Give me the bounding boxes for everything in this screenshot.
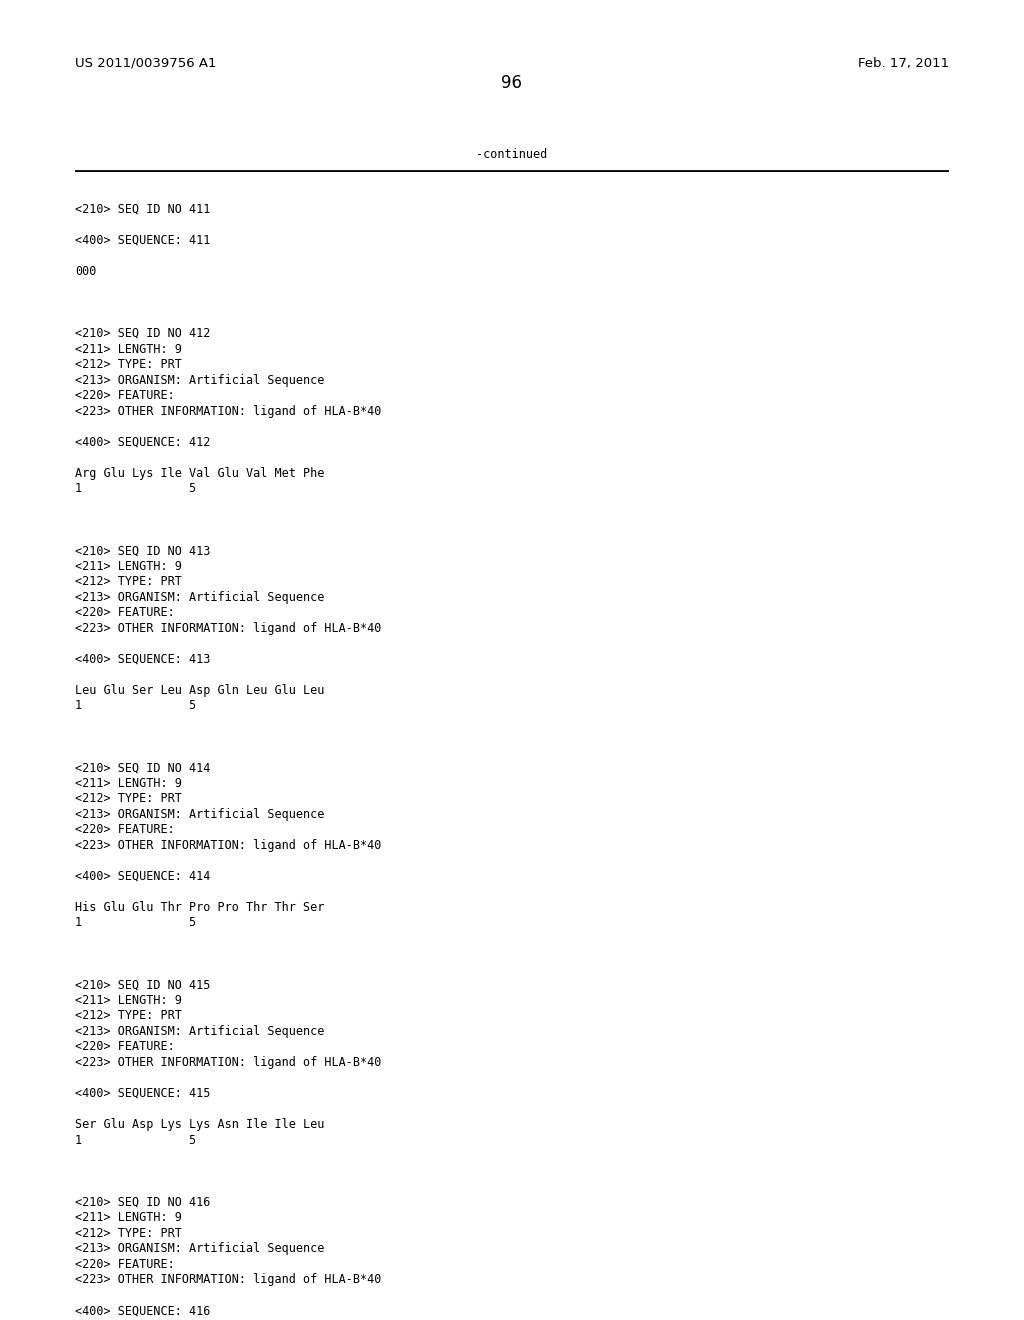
Text: <211> LENGTH: 9: <211> LENGTH: 9 [75,343,181,355]
Text: <220> FEATURE:: <220> FEATURE: [75,1258,174,1271]
Text: <400> SEQUENCE: 415: <400> SEQUENCE: 415 [75,1088,210,1100]
Text: <223> OTHER INFORMATION: ligand of HLA-B*40: <223> OTHER INFORMATION: ligand of HLA-B… [75,622,381,635]
Text: Feb. 17, 2011: Feb. 17, 2011 [858,57,949,70]
Text: <400> SEQUENCE: 414: <400> SEQUENCE: 414 [75,870,210,883]
Text: <400> SEQUENCE: 412: <400> SEQUENCE: 412 [75,436,210,449]
Text: Ser Glu Asp Lys Lys Asn Ile Ile Leu: Ser Glu Asp Lys Lys Asn Ile Ile Leu [75,1118,325,1131]
Text: <211> LENGTH: 9: <211> LENGTH: 9 [75,560,181,573]
Text: Arg Glu Lys Ile Val Glu Val Met Phe: Arg Glu Lys Ile Val Glu Val Met Phe [75,467,325,479]
Text: <210> SEQ ID NO 415: <210> SEQ ID NO 415 [75,978,210,991]
Text: <212> TYPE: PRT: <212> TYPE: PRT [75,358,181,371]
Text: <213> ORGANISM: Artificial Sequence: <213> ORGANISM: Artificial Sequence [75,591,325,603]
Text: <212> TYPE: PRT: <212> TYPE: PRT [75,576,181,589]
Text: <223> OTHER INFORMATION: ligand of HLA-B*40: <223> OTHER INFORMATION: ligand of HLA-B… [75,840,381,851]
Text: 1               5: 1 5 [75,916,196,929]
Text: <212> TYPE: PRT: <212> TYPE: PRT [75,792,181,805]
Text: <213> ORGANISM: Artificial Sequence: <213> ORGANISM: Artificial Sequence [75,1242,325,1255]
Text: <211> LENGTH: 9: <211> LENGTH: 9 [75,1212,181,1224]
Text: <213> ORGANISM: Artificial Sequence: <213> ORGANISM: Artificial Sequence [75,808,325,821]
Text: <400> SEQUENCE: 416: <400> SEQUENCE: 416 [75,1304,210,1317]
Text: 1               5: 1 5 [75,1134,196,1147]
Text: <400> SEQUENCE: 411: <400> SEQUENCE: 411 [75,234,210,247]
Text: -continued: -continued [476,148,548,161]
Text: <210> SEQ ID NO 414: <210> SEQ ID NO 414 [75,762,210,775]
Text: <210> SEQ ID NO 411: <210> SEQ ID NO 411 [75,203,210,216]
Text: <223> OTHER INFORMATION: ligand of HLA-B*40: <223> OTHER INFORMATION: ligand of HLA-B… [75,405,381,417]
Text: His Glu Glu Thr Pro Pro Thr Thr Ser: His Glu Glu Thr Pro Pro Thr Thr Ser [75,902,325,913]
Text: 1               5: 1 5 [75,482,196,495]
Text: <212> TYPE: PRT: <212> TYPE: PRT [75,1010,181,1023]
Text: <220> FEATURE:: <220> FEATURE: [75,1040,174,1053]
Text: <211> LENGTH: 9: <211> LENGTH: 9 [75,994,181,1007]
Text: <220> FEATURE:: <220> FEATURE: [75,389,174,403]
Text: 96: 96 [502,74,522,92]
Text: <213> ORGANISM: Artificial Sequence: <213> ORGANISM: Artificial Sequence [75,374,325,387]
Text: <223> OTHER INFORMATION: ligand of HLA-B*40: <223> OTHER INFORMATION: ligand of HLA-B… [75,1274,381,1286]
Text: 1               5: 1 5 [75,700,196,713]
Text: US 2011/0039756 A1: US 2011/0039756 A1 [75,57,216,70]
Text: <210> SEQ ID NO 412: <210> SEQ ID NO 412 [75,327,210,341]
Text: <211> LENGTH: 9: <211> LENGTH: 9 [75,777,181,789]
Text: <220> FEATURE:: <220> FEATURE: [75,824,174,837]
Text: <213> ORGANISM: Artificial Sequence: <213> ORGANISM: Artificial Sequence [75,1026,325,1038]
Text: <220> FEATURE:: <220> FEATURE: [75,606,174,619]
Text: <400> SEQUENCE: 413: <400> SEQUENCE: 413 [75,653,210,665]
Text: <210> SEQ ID NO 413: <210> SEQ ID NO 413 [75,544,210,557]
Text: Leu Glu Ser Leu Asp Gln Leu Glu Leu: Leu Glu Ser Leu Asp Gln Leu Glu Leu [75,684,325,697]
Text: <210> SEQ ID NO 416: <210> SEQ ID NO 416 [75,1196,210,1209]
Text: 000: 000 [75,265,96,279]
Text: <212> TYPE: PRT: <212> TYPE: PRT [75,1226,181,1239]
Text: <223> OTHER INFORMATION: ligand of HLA-B*40: <223> OTHER INFORMATION: ligand of HLA-B… [75,1056,381,1069]
